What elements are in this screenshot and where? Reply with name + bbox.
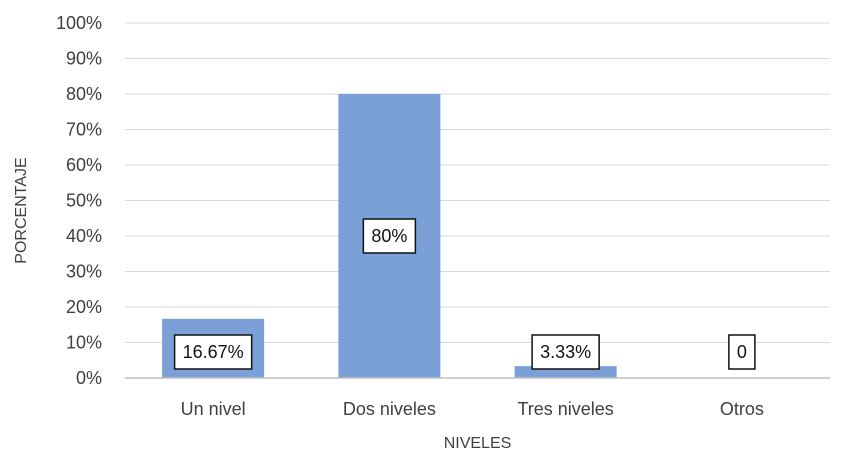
x-tick-label: Otros	[720, 399, 764, 419]
y-tick-label: 80%	[66, 84, 102, 104]
y-tick-label: 40%	[66, 226, 102, 246]
data-label-box	[362, 218, 417, 254]
data-label-box	[173, 334, 253, 370]
y-tick-label: 100%	[56, 13, 102, 33]
data-label-text: 80%	[371, 226, 407, 246]
y-tick-label: 10%	[66, 333, 102, 353]
y-axis-title: PORCENTAJE	[13, 157, 30, 263]
data-label-text: 0	[737, 342, 747, 362]
data-label: 16.67%	[173, 334, 253, 370]
x-axis-category-labels: Un nivel Dos niveles Tres niveles Otros	[181, 399, 764, 419]
data-label: 3.33%	[531, 334, 600, 370]
data-label-box	[531, 334, 600, 370]
data-label-text: 3.33%	[540, 342, 591, 362]
data-label: 80%	[362, 218, 417, 254]
y-tick-label: 20%	[66, 297, 102, 317]
data-label: 0	[728, 334, 756, 370]
y-tick-label: 70%	[66, 120, 102, 140]
x-tick-label: Tres niveles	[517, 399, 613, 419]
y-tick-label: 0%	[76, 368, 102, 388]
data-label-text: 16.67%	[183, 342, 244, 362]
bar	[514, 366, 617, 378]
x-axis-title: NIVELES	[444, 435, 512, 452]
gridlines	[125, 22, 830, 343]
y-tick-label: 30%	[66, 262, 102, 282]
y-tick-label: 90%	[66, 49, 102, 69]
data-labels: 16.67% 80% 3.33% 0	[173, 218, 756, 370]
y-tick-label: 50%	[66, 191, 102, 211]
x-tick-label: Dos niveles	[343, 399, 436, 419]
x-tick-label: Un nivel	[181, 399, 246, 419]
data-label-box	[728, 334, 756, 370]
y-tick-label: 60%	[66, 155, 102, 175]
y-axis-tick-labels: 0% 10% 20% 30% 40% 50% 60% 70% 80% 90% 100%	[56, 13, 102, 388]
